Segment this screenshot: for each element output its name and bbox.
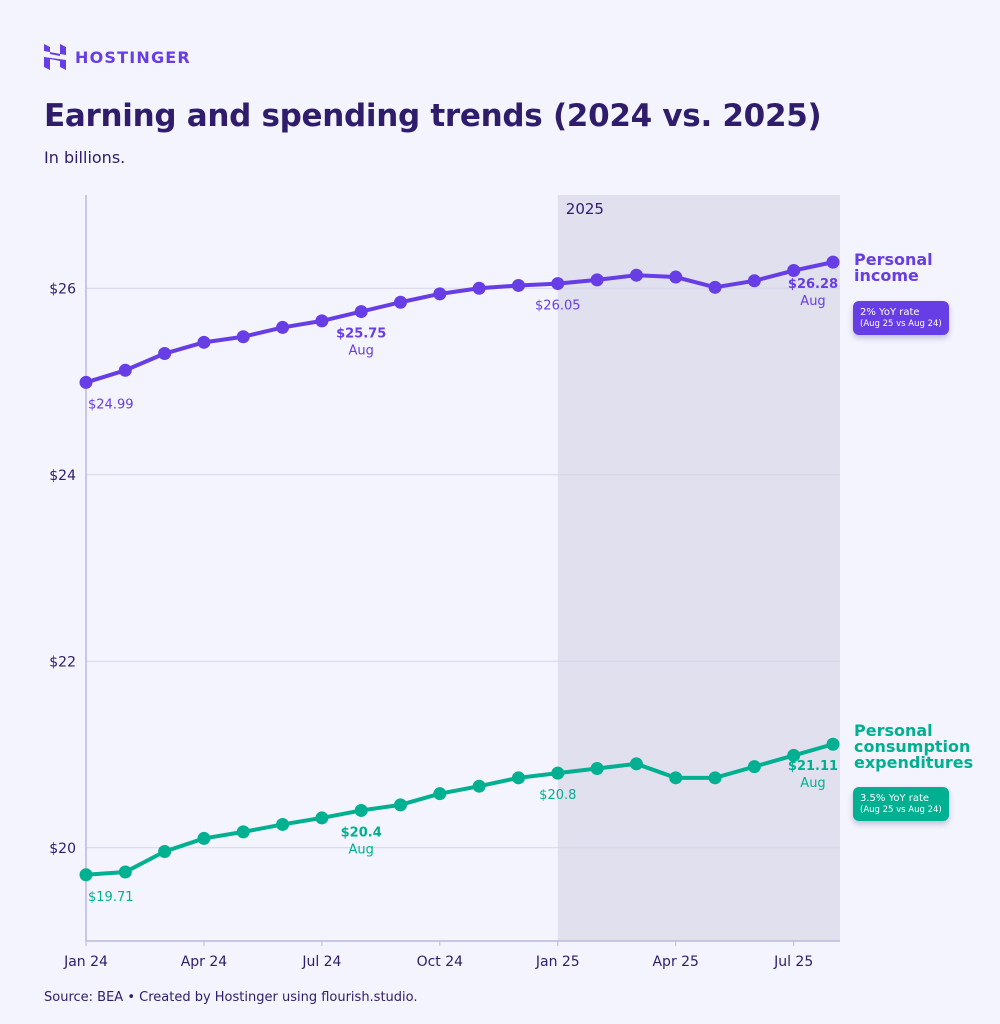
x-tick-label: Oct 24 [417, 954, 464, 970]
data-point [315, 811, 329, 825]
consumption-yoy-rate: 3.5% YoY rate [860, 793, 930, 804]
data-point [669, 270, 683, 284]
x-tick-label: Apr 24 [181, 954, 228, 970]
data-label: $19.71 [88, 890, 134, 905]
data-point [197, 335, 211, 349]
data-point [551, 277, 565, 291]
data-point [826, 737, 840, 751]
data-label: $26.05 [535, 299, 581, 314]
chart-subtitle: In billions. [44, 148, 126, 167]
series-line [85, 742, 834, 877]
data-point [354, 305, 368, 319]
data-label-month: Aug [349, 344, 374, 359]
data-point [276, 817, 290, 831]
hostinger-logo: HOSTINGER [44, 44, 191, 70]
x-tick-label: Jan 25 [535, 954, 580, 970]
data-label: $20.4 [341, 825, 382, 840]
legend-personal-consumption: Personal consumption expenditures [854, 721, 974, 772]
data-label-month: Aug [800, 294, 825, 309]
data-point [197, 831, 211, 845]
income-yoy-badge: 2% YoY rate (Aug 25 vs Aug 24) [853, 301, 949, 335]
data-point [433, 287, 447, 301]
data-point [236, 330, 250, 344]
data-point [629, 757, 643, 771]
y-tick-label: $26 [49, 281, 76, 297]
data-label-month: Aug [349, 842, 374, 857]
x-tick-label: Apr 25 [652, 954, 698, 970]
data-point [158, 347, 172, 361]
data-label: $26.28 [788, 277, 838, 292]
data-point [118, 363, 132, 377]
highlight-2025-region [557, 195, 840, 941]
data-point [511, 771, 525, 785]
x-tick-label: Jan 24 [63, 954, 108, 970]
data-point [787, 748, 801, 762]
data-point [394, 798, 408, 812]
consumption-yoy-badge: 3.5% YoY rate (Aug 25 vs Aug 24) [853, 787, 949, 821]
data-label-month: Aug [800, 776, 825, 791]
data-point [747, 760, 761, 774]
chart-title: Earning and spending trends (2024 vs. 20… [44, 98, 822, 134]
y-tick-label: $20 [49, 841, 76, 857]
data-point [629, 268, 643, 282]
data-point [708, 280, 722, 294]
consumption-yoy-period: (Aug 25 vs Aug 24) [860, 805, 942, 815]
series-line [85, 260, 834, 385]
brand-name: HOSTINGER [75, 47, 191, 67]
data-point [433, 787, 447, 801]
data-point [590, 273, 604, 287]
source-note: Source: BEA • Created by Hostinger using… [44, 990, 418, 1005]
data-point [79, 375, 93, 389]
data-label: $24.99 [88, 397, 134, 412]
data-label: $25.75 [336, 327, 386, 342]
data-label: $21.11 [788, 759, 838, 774]
y-tick-label: $22 [49, 654, 76, 670]
data-point [787, 264, 801, 278]
data-point [158, 844, 172, 858]
income-yoy-rate: 2% YoY rate [860, 307, 920, 318]
data-point [551, 766, 565, 780]
data-point [394, 295, 408, 309]
y-tick-label: $24 [49, 468, 76, 484]
data-point [747, 274, 761, 288]
data-point [826, 255, 840, 269]
data-point [472, 281, 486, 295]
data-label: $20.8 [539, 788, 576, 803]
data-point [511, 278, 525, 292]
income-yoy-period: (Aug 25 vs Aug 24) [860, 319, 942, 329]
x-tick-label: Jul 25 [773, 954, 813, 970]
data-point [118, 865, 132, 879]
data-point [708, 771, 722, 785]
x-tick-label: Jul 24 [301, 954, 341, 970]
data-point [236, 825, 250, 839]
data-point [276, 320, 290, 334]
data-point [79, 868, 93, 882]
data-point [669, 771, 683, 785]
data-point [472, 779, 486, 793]
data-point [590, 761, 604, 775]
data-point [315, 314, 329, 328]
legend-personal-income: Personal income [854, 250, 933, 285]
hostinger-logo-icon [44, 44, 66, 70]
data-point [354, 803, 368, 817]
highlight-region-label: 2025 [566, 200, 604, 218]
